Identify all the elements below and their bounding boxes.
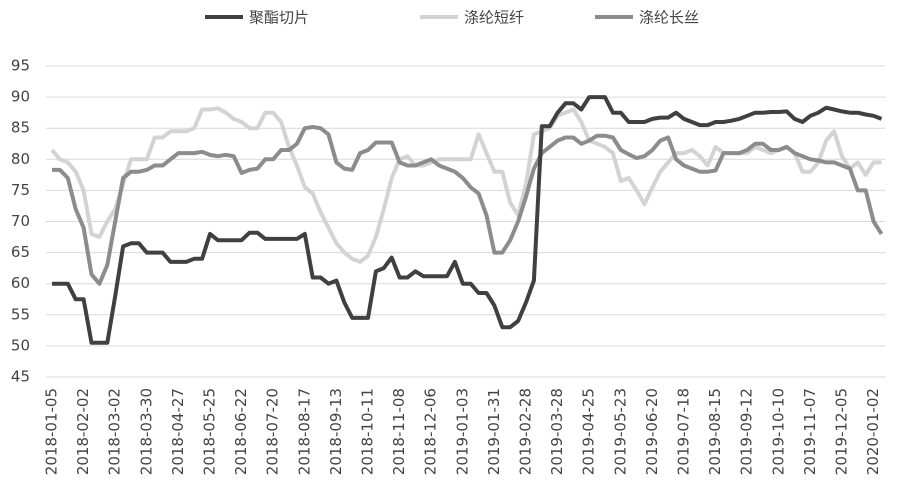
x-tick-label: 2018-07-20 bbox=[264, 388, 282, 475]
x-tick-label: 2020-01-02 bbox=[864, 388, 882, 475]
x-tick-label: 2019-07-18 bbox=[675, 388, 693, 475]
x-tick-label: 2019-01-31 bbox=[485, 388, 503, 475]
y-tick-label: 90 bbox=[11, 88, 30, 106]
y-tick-label: 70 bbox=[11, 212, 30, 230]
y-tick-label: 75 bbox=[11, 181, 30, 199]
series-line bbox=[52, 125, 884, 286]
x-tick-label: 2018-09-13 bbox=[327, 388, 345, 475]
y-tick-label: 45 bbox=[11, 368, 30, 386]
x-tick-label: 2019-09-12 bbox=[738, 388, 756, 475]
x-tick-label: 2019-12-05 bbox=[833, 388, 851, 475]
y-tick-label: 80 bbox=[11, 150, 30, 168]
x-tick-label: 2019-11-07 bbox=[801, 388, 819, 475]
x-tick-label: 2018-06-22 bbox=[232, 388, 250, 475]
x-tick-label: 2019-02-28 bbox=[517, 388, 535, 475]
x-tick-label: 2019-04-25 bbox=[580, 388, 598, 475]
x-tick-label: 2019-08-15 bbox=[706, 388, 724, 475]
y-tick-label: 65 bbox=[11, 243, 30, 261]
x-tick-label: 2019-06-20 bbox=[643, 388, 661, 475]
x-tick-label: 2018-12-06 bbox=[422, 388, 440, 475]
x-tick-label: 2018-03-02 bbox=[106, 388, 124, 475]
y-tick-label: 50 bbox=[11, 336, 30, 354]
x-tick-label: 2018-02-02 bbox=[74, 388, 92, 475]
x-tick-label: 2019-10-10 bbox=[769, 388, 787, 475]
x-tick-label: 2019-05-23 bbox=[611, 388, 629, 475]
y-tick-label: 95 bbox=[11, 57, 30, 75]
y-tick-label: 60 bbox=[11, 274, 30, 292]
x-tick-label: 2018-04-27 bbox=[169, 388, 187, 475]
legend-label: 涤纶短纤 bbox=[464, 9, 524, 27]
x-tick-label: 2018-10-11 bbox=[359, 388, 377, 475]
x-tick-label: 2018-03-30 bbox=[137, 388, 155, 475]
series-line bbox=[52, 95, 883, 345]
x-tick-label: 2018-11-08 bbox=[390, 388, 408, 475]
x-tick-label: 2019-01-03 bbox=[453, 388, 471, 475]
y-tick-label: 55 bbox=[11, 305, 30, 323]
y-tick-label: 85 bbox=[11, 119, 30, 137]
x-tick-label: 2018-05-25 bbox=[201, 388, 219, 475]
x-tick-label: 2018-01-05 bbox=[43, 388, 61, 475]
x-tick-label: 2018-08-17 bbox=[295, 388, 313, 475]
legend-label: 涤纶长丝 bbox=[639, 9, 699, 27]
legend-label: 聚酯切片 bbox=[249, 9, 309, 27]
x-tick-label: 2019-03-28 bbox=[548, 388, 566, 475]
